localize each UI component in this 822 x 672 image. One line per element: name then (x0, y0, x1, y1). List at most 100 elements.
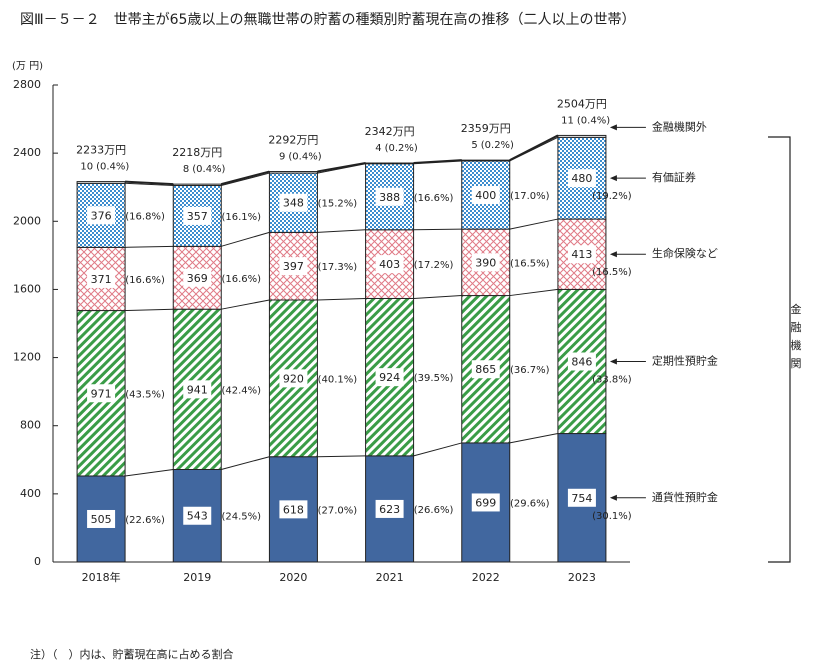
value-label-text: 941 (187, 383, 208, 396)
share-label: (42.4%) (221, 385, 261, 396)
share-label: (19.2%) (592, 191, 632, 202)
connector (317, 455, 366, 458)
share-label: (27.0%) (318, 505, 358, 516)
connector (509, 218, 559, 230)
legend-arrowhead (609, 124, 617, 131)
bracket-char: 関 (791, 357, 802, 370)
chart-title: 図Ⅲ－５－２ 世帯主が65歳以上の無職世帯の貯蓄の種類別貯蓄現在高の推移（二人以… (20, 11, 635, 28)
value-label-text: 480 (571, 172, 592, 185)
share-label: (16.5%) (510, 258, 550, 269)
share-label: (33.8%) (592, 374, 632, 385)
value-label-text: 505 (91, 513, 112, 526)
x-tick-label: 2022 (472, 571, 500, 584)
value-label-text: 403 (379, 258, 400, 271)
value-label-box (375, 499, 404, 518)
share-label: (39.5%) (414, 373, 454, 384)
value-label-text: 699 (475, 496, 496, 509)
y-tick-label: 0 (34, 555, 41, 568)
value-label: 971 (87, 384, 116, 403)
value-label-box (471, 493, 500, 512)
connector (413, 295, 462, 299)
value-label-text: 390 (475, 256, 496, 269)
outside-value: 9 (279, 152, 285, 163)
value-label-text: 846 (571, 355, 592, 368)
value-label-text: 376 (91, 209, 112, 222)
value-label-box (183, 206, 212, 225)
total-connector (125, 180, 174, 186)
legend-label: 金融機関外 (652, 119, 707, 133)
x-tick-label: 2021 (376, 571, 404, 584)
value-label-box (471, 186, 500, 205)
value-label-text: 369 (187, 272, 208, 285)
y-tick-label: 2000 (13, 214, 41, 227)
legend-label: 定期性預貯金 (652, 353, 718, 367)
value-label-box (471, 253, 500, 272)
y-tick-label: 2400 (13, 146, 41, 159)
outside-share: (0.2%) (385, 143, 418, 154)
connector (125, 182, 174, 187)
bar-segment (268, 171, 318, 174)
total-label: 2233万円 (76, 144, 126, 157)
value-label-box (183, 268, 212, 287)
value-label: 413 (567, 245, 596, 264)
value-label-box (183, 380, 212, 399)
value-label: 369 (183, 268, 212, 287)
share-label: (43.5%) (125, 389, 165, 400)
connector (221, 299, 270, 310)
value-label-text: 971 (91, 387, 112, 400)
connector (125, 308, 174, 312)
share-label: (15.2%) (318, 199, 358, 210)
total-connector (317, 162, 366, 173)
value-label: 618 (279, 500, 308, 519)
value-label-box (375, 368, 404, 387)
total-label: 2292万円 (268, 134, 318, 147)
value-label-text: 865 (475, 363, 496, 376)
value-label: 397 (279, 257, 308, 276)
value-label: 920 (279, 369, 308, 388)
legend-arrowhead (609, 251, 617, 258)
connector (317, 297, 366, 301)
value-label-box (567, 488, 596, 507)
share-label: (17.0%) (510, 191, 550, 202)
value-label-text: 413 (571, 248, 592, 261)
x-tick-label: 2018年 (82, 570, 121, 584)
total-label: 2218万円 (172, 146, 222, 159)
value-label-box (279, 193, 308, 212)
value-label: 376 (87, 206, 116, 225)
value-label-text: 348 (283, 197, 304, 210)
share-label: (16.8%) (125, 211, 165, 222)
value-label-text: 920 (283, 372, 304, 385)
total-connector (220, 170, 270, 186)
y-tick-label: 1200 (13, 351, 41, 364)
y-tick-label: 800 (20, 419, 41, 432)
connector (125, 469, 174, 477)
value-label: 480 (567, 169, 596, 188)
total-connector (413, 159, 462, 165)
outside-value: 8 (183, 164, 189, 175)
bracket-char: 金 (791, 302, 802, 316)
value-label: 505 (87, 509, 116, 528)
connector (509, 288, 558, 297)
y-tick-label: 2800 (13, 78, 41, 91)
legend-arrowhead (609, 175, 617, 182)
value-label-text: 400 (475, 189, 496, 202)
bar-segment (461, 159, 511, 162)
x-tick-label: 2023 (568, 571, 596, 584)
value-label-box (87, 384, 116, 403)
connector (221, 172, 270, 186)
total-label: 2342万円 (365, 125, 415, 138)
value-label-text: 357 (187, 210, 208, 223)
value-label: 357 (183, 206, 212, 225)
outside-value: 5 (471, 140, 477, 151)
share-label: (16.6%) (221, 274, 261, 285)
bar-segment (365, 162, 415, 165)
x-tick-label: 2020 (279, 571, 307, 584)
share-label: (16.1%) (221, 212, 261, 223)
share-label: (36.7%) (510, 365, 550, 376)
value-label-text: 924 (379, 371, 400, 384)
legend-arrowhead (609, 494, 617, 501)
share-label: (17.3%) (318, 262, 358, 273)
bracket-char: 融 (791, 321, 802, 334)
value-label: 403 (375, 255, 404, 274)
